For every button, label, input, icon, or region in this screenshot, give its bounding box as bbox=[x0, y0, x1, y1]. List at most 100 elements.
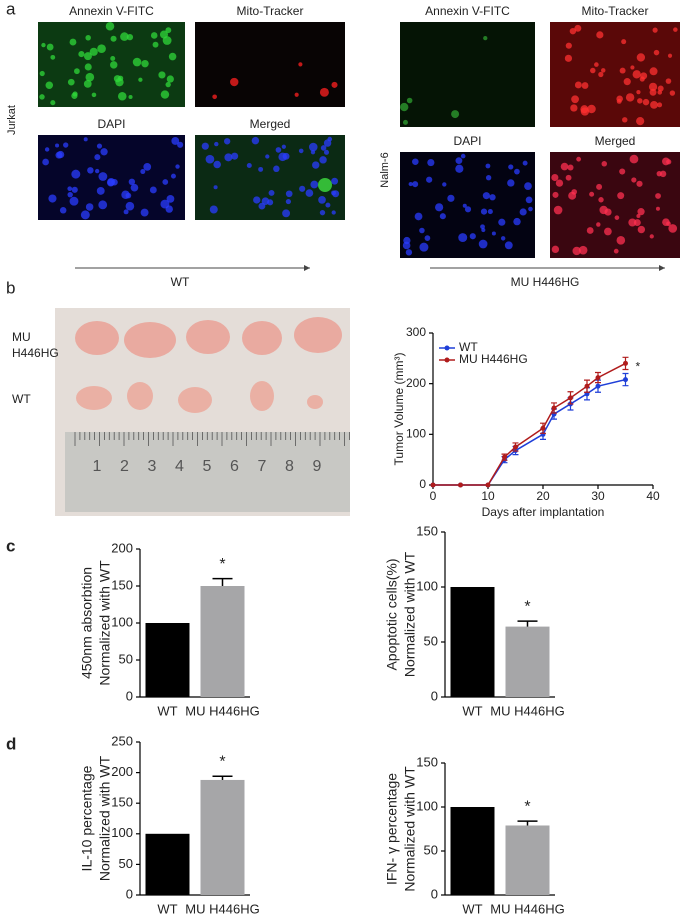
cell bbox=[95, 168, 100, 174]
cell bbox=[666, 159, 672, 165]
marker bbox=[458, 482, 463, 488]
cell-line-label: Nalm-6 bbox=[379, 152, 391, 187]
cell bbox=[427, 158, 435, 167]
marker bbox=[568, 395, 573, 401]
bar bbox=[145, 623, 190, 697]
cell bbox=[251, 136, 260, 145]
condition-label: WT bbox=[171, 275, 190, 289]
cell bbox=[458, 233, 468, 243]
cell bbox=[447, 194, 455, 202]
x-tick-label: MU H446HG bbox=[185, 901, 259, 916]
y-tick-label: 150 bbox=[416, 754, 438, 769]
cell bbox=[39, 94, 45, 100]
image-label: DAPI bbox=[453, 134, 481, 148]
cell bbox=[525, 196, 533, 204]
cell bbox=[673, 27, 678, 32]
bar bbox=[145, 833, 190, 895]
ruler-number: 7 bbox=[258, 458, 267, 475]
cell bbox=[74, 68, 80, 75]
x-tick-label: MU H446HG bbox=[490, 901, 564, 916]
y-tick-label: 100 bbox=[111, 614, 133, 629]
ruler-number: 9 bbox=[313, 458, 322, 475]
cell bbox=[323, 149, 330, 155]
cell bbox=[177, 141, 184, 148]
cell bbox=[171, 137, 180, 145]
cell bbox=[400, 102, 409, 112]
cell bbox=[424, 235, 431, 241]
cell bbox=[132, 57, 142, 67]
cell bbox=[405, 249, 413, 256]
image-label: Merged bbox=[250, 117, 291, 131]
image-label: Merged bbox=[595, 134, 636, 148]
cell bbox=[89, 47, 98, 56]
error-bar bbox=[517, 820, 538, 826]
cell bbox=[586, 227, 594, 234]
cell bbox=[637, 98, 643, 104]
y-tick-label: 150 bbox=[416, 523, 438, 538]
cell bbox=[268, 189, 275, 196]
cell bbox=[117, 91, 127, 101]
cell bbox=[319, 87, 329, 97]
panel-label: c bbox=[6, 536, 15, 555]
cell bbox=[106, 178, 115, 187]
cell bbox=[294, 92, 299, 97]
bar bbox=[450, 807, 495, 895]
cell bbox=[613, 248, 619, 254]
cell bbox=[213, 185, 218, 190]
cell bbox=[323, 139, 332, 147]
cell bbox=[85, 35, 91, 41]
legend-marker bbox=[444, 357, 450, 363]
arrow-head bbox=[304, 265, 310, 271]
row-label: H446HG bbox=[12, 346, 59, 360]
cell bbox=[489, 194, 496, 201]
cell bbox=[500, 236, 506, 241]
cell bbox=[640, 72, 648, 80]
tumor bbox=[127, 382, 153, 410]
cell bbox=[84, 63, 92, 71]
y-tick-label: 250 bbox=[111, 733, 133, 748]
micrograph bbox=[195, 135, 345, 220]
legend-label: MU H446HG bbox=[459, 352, 528, 366]
cell bbox=[121, 190, 130, 199]
cell bbox=[138, 77, 143, 82]
y-axis-label: IFN- γ percentage bbox=[384, 773, 400, 885]
marker bbox=[595, 383, 601, 389]
ruler-number: 1 bbox=[93, 458, 102, 475]
y-axis-label: Apoptotic cells(%) bbox=[384, 558, 400, 670]
cell bbox=[560, 162, 569, 171]
cell bbox=[149, 186, 157, 194]
cell bbox=[166, 75, 174, 83]
cell bbox=[117, 75, 124, 81]
cell bbox=[666, 221, 671, 227]
cell bbox=[150, 32, 158, 39]
cell bbox=[552, 191, 559, 198]
cell bbox=[619, 67, 626, 74]
image-label: Mito-Tracker bbox=[582, 4, 649, 18]
cell bbox=[668, 224, 678, 233]
cell bbox=[55, 151, 63, 159]
y-tick-label: 200 bbox=[111, 540, 133, 555]
cell bbox=[483, 36, 488, 41]
cell bbox=[298, 148, 304, 154]
cell bbox=[412, 181, 419, 188]
cell bbox=[667, 53, 673, 58]
cell bbox=[143, 163, 152, 171]
marker bbox=[430, 482, 436, 488]
cell bbox=[578, 245, 588, 255]
cell bbox=[564, 54, 573, 62]
cell bbox=[50, 54, 56, 60]
cell bbox=[223, 138, 231, 145]
cell bbox=[637, 225, 646, 234]
x-tick-label: WT bbox=[462, 901, 482, 916]
marker bbox=[584, 383, 590, 389]
cell bbox=[67, 191, 73, 198]
legend-marker bbox=[444, 345, 450, 351]
marker bbox=[540, 425, 546, 431]
cell bbox=[63, 142, 69, 148]
cell bbox=[42, 158, 49, 166]
cell bbox=[83, 52, 92, 61]
y-axis-label: Tumor Volume (mm³) bbox=[392, 353, 406, 466]
cell bbox=[100, 148, 108, 156]
cell bbox=[451, 110, 460, 119]
y-tick-label: 0 bbox=[126, 886, 133, 901]
